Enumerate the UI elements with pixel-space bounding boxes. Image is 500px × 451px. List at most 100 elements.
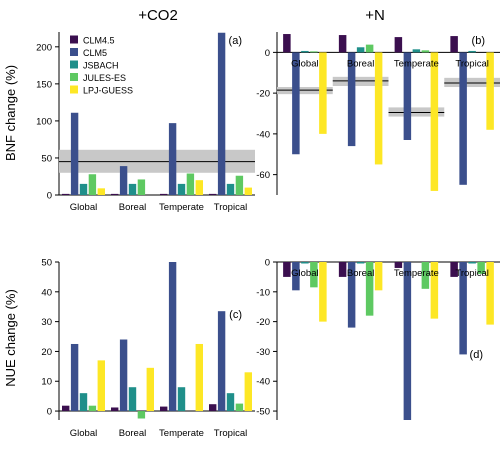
ylabel-bnf: BNF change (%) — [3, 65, 18, 161]
y-tick-label: -20 — [256, 89, 270, 100]
y-tick-label: 50 — [41, 258, 52, 269]
column-title-co2: +CO2 — [138, 7, 178, 24]
panel-c: 0 10 20 30 40 50 Global Boreal Temperate Tropical… — [41, 258, 255, 439]
bar-jsbach-temperate — [177, 387, 186, 412]
bar-clm4-5-global — [283, 34, 291, 53]
bar-jules-es-boreal — [365, 44, 374, 53]
bar-lpj-guess-tropical — [244, 372, 252, 412]
panel-tag: (a) — [229, 35, 242, 47]
category-label: Tropical — [455, 58, 488, 69]
panel-tag: (d) — [470, 349, 483, 361]
panel-d: -50 -40 -30 -20 -10 0 Global Boreal Temperate Tro… — [256, 258, 500, 420]
category-label: Global — [70, 428, 97, 439]
y-tick-label: 200 — [36, 42, 52, 53]
reference-band — [332, 76, 389, 86]
bar-jsbach-global — [79, 183, 88, 195]
bar-lpj-guess-temperate — [430, 262, 439, 319]
bar-lpj-guess-boreal — [374, 262, 383, 291]
panel-tag: (c) — [229, 309, 242, 321]
category-label: Boreal — [347, 58, 374, 69]
y-tick-label: 100 — [36, 116, 52, 127]
bar-clm5-global — [70, 112, 79, 195]
bar-clm4-5-temperate — [160, 193, 168, 195]
bar-lpj-guess-temperate — [195, 180, 203, 195]
y-tick-label: -60 — [256, 170, 270, 181]
bar-clm4-5-temperate — [394, 262, 403, 268]
bar-lpj-guess-temperate — [195, 343, 203, 412]
category-label: Boreal — [119, 428, 146, 439]
bar-jules-es-temperate — [421, 262, 430, 289]
legend-label: JSBACH — [83, 61, 119, 71]
bar-jsbach-global — [79, 393, 88, 412]
legend-label: CLM5 — [83, 48, 107, 58]
bar-clm4-5-global — [62, 193, 70, 195]
bar-lpj-guess-global — [97, 360, 105, 412]
bar-clm5-temperate — [168, 262, 177, 412]
category-label: Tropical — [455, 268, 488, 279]
bar-lpj-guess-boreal — [146, 367, 154, 412]
bar-clm5-global — [292, 262, 300, 291]
bar-clm4-5-temperate — [160, 406, 168, 412]
bar-lpj-guess-global — [319, 262, 327, 322]
y-tick-label: 40 — [41, 287, 52, 298]
legend: CLM4.5 CLM5 JSBACH JULES-ES LPJ-GUESS — [70, 35, 133, 96]
bar-jsbach-boreal — [356, 262, 365, 264]
y-tick-label: -10 — [256, 287, 270, 298]
bar-jules-es-global — [88, 405, 97, 412]
bar-lpj-guess-tropical — [486, 262, 494, 325]
bar-jules-es-global — [310, 51, 318, 53]
category-label: Global — [291, 58, 318, 69]
bar-clm5-boreal — [119, 166, 128, 195]
bar-clm5-tropical — [459, 52, 467, 185]
bar-jsbach-tropical — [468, 262, 476, 264]
panel-tag: (b) — [472, 35, 485, 47]
bar-clm5-temperate — [403, 262, 412, 420]
bar-jules-es-temperate — [186, 173, 195, 195]
category-label: Boreal — [347, 268, 374, 279]
bar-clm5-tropical — [459, 262, 467, 355]
bar-clm4-5-global — [283, 262, 291, 277]
bar-jules-es-temperate — [421, 50, 430, 53]
bar-clm4-5-tropical — [450, 262, 458, 277]
bar-lpj-guess-temperate — [430, 52, 439, 191]
bar-clm4-5-tropical — [209, 404, 217, 412]
y-tick-label: -30 — [256, 347, 270, 358]
bar-clm4-5-boreal — [338, 262, 347, 277]
panel-a: 0 50 100 150 200 Global Boreal Temperate Tropica… — [36, 32, 255, 213]
bar-clm4-5-tropical — [209, 193, 217, 195]
y-tick-label: 0 — [265, 258, 270, 269]
category-label: Global — [291, 268, 318, 279]
ylabel-nue: NUE change (%) — [3, 289, 18, 387]
y-tick-label: -20 — [256, 317, 270, 328]
bar-jules-es-tropical — [477, 262, 485, 274]
y-tick-label: 0 — [265, 48, 270, 59]
y-tick-label: 150 — [36, 79, 52, 90]
reference-band — [277, 87, 333, 95]
legend-label: LPJ-GUESS — [83, 86, 133, 96]
bar-jules-es-tropical — [235, 175, 244, 195]
y-tick-label: 50 — [41, 153, 52, 164]
category-label: Temperate — [159, 202, 204, 213]
legend-label: JULES-ES — [83, 73, 126, 83]
bar-jules-es-boreal — [137, 411, 146, 419]
bar-jsbach-tropical — [468, 50, 476, 53]
legend-swatch — [70, 48, 78, 56]
legend-swatch — [70, 60, 78, 69]
category-label: Temperate — [159, 428, 204, 439]
category-label: Tropical — [214, 428, 247, 439]
legend-label: CLM4.5 — [83, 36, 115, 46]
y-tick-label: 0 — [47, 191, 52, 202]
bar-jsbach-tropical — [226, 393, 235, 412]
legend-swatch — [70, 35, 78, 44]
bar-clm4-5-boreal — [111, 407, 119, 412]
bar-jsbach-boreal — [356, 47, 365, 53]
category-label: Boreal — [119, 202, 146, 213]
y-tick-label: 0 — [47, 407, 52, 418]
y-tick-label: -40 — [256, 377, 270, 388]
bar-clm5-global — [292, 52, 300, 155]
bar-clm4-5-temperate — [394, 37, 403, 53]
bar-lpj-guess-tropical — [244, 187, 252, 195]
category-label: Global — [70, 202, 97, 213]
bar-clm5-boreal — [347, 52, 356, 147]
